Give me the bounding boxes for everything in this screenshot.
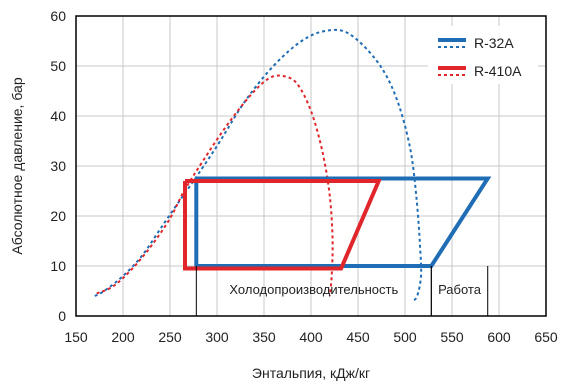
x-tick-label: 600 [487,329,511,345]
x-tick-label: 300 [205,329,229,345]
y-tick-label: 20 [50,208,66,224]
axis-ticks: 150 200 250 300 350 400 450 500 550 600 650 0 10 20 30… [50,8,557,345]
y-axis-label: Абсолютное давление, бар [9,77,25,254]
x-axis-label: Энтальпия, кДж/кг [252,365,370,381]
y-tick-label: 0 [58,308,66,324]
y-tick-label: 60 [50,8,66,24]
r410a-cycle-line [183,179,382,271]
x-tick-label: 150 [64,329,88,345]
y-tick-label: 10 [50,258,66,274]
y-tick-label: 40 [50,108,66,124]
x-tick-label: 350 [252,329,276,345]
x-tick-label: 650 [534,329,558,345]
r410a-saturation-dome [96,74,334,297]
annotation-capacity-label: Холодопроизводительность [229,282,398,297]
legend: R-32A R-410A [428,26,538,84]
legend-r410a-label: R-410A [474,63,522,79]
y-tick-label: 30 [50,158,66,174]
x-tick-label: 500 [393,329,417,345]
annotations: Холодопроизводительность Работа [195,266,489,316]
x-tick-label: 400 [299,329,323,345]
x-tick-label: 200 [111,329,135,345]
x-tick-label: 550 [440,329,464,345]
r32a-saturation-dome [94,28,423,302]
x-tick-label: 450 [346,329,370,345]
r32a-cycle-line [194,176,492,268]
y-tick-label: 50 [50,58,66,74]
annotation-work-label: Работа [438,282,482,297]
x-tick-label: 250 [158,329,182,345]
plot-frame [75,15,547,317]
legend-r32a-label: R-32A [474,35,514,51]
